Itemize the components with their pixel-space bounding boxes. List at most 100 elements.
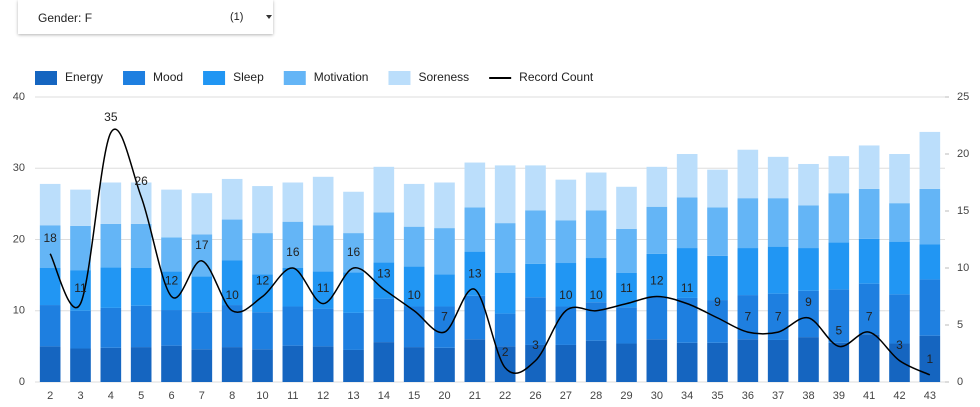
data-label: 11 — [317, 281, 330, 295]
bar-segment — [312, 176, 334, 226]
bar-segment — [767, 246, 789, 294]
bar-segment — [373, 166, 395, 213]
bar-segment — [767, 198, 789, 247]
bar-segment — [464, 295, 486, 340]
legend-label: Record Count — [519, 70, 594, 84]
bar-segment — [130, 305, 152, 348]
data-label: 11 — [74, 281, 87, 295]
bar-segment — [403, 226, 425, 267]
bar-segment — [525, 263, 546, 298]
bar-segment — [889, 294, 910, 344]
data-label: 18 — [43, 231, 57, 245]
bar-segment — [39, 268, 61, 306]
bar-segment — [737, 198, 759, 249]
bar-segment — [828, 289, 850, 343]
x-tick-label: 41 — [863, 390, 875, 402]
legend-swatch — [203, 71, 226, 85]
x-tick-label: 38 — [802, 390, 814, 402]
y-tick-label: 0 — [19, 376, 25, 388]
bar-segment — [676, 197, 698, 249]
bar-segment — [585, 340, 607, 382]
bar-segment — [343, 272, 364, 313]
bar-segment — [676, 342, 698, 382]
bar-segment — [100, 182, 122, 224]
x-tick-label: 12 — [317, 390, 329, 402]
x-tick-label: 6 — [168, 390, 174, 402]
data-label: 7 — [441, 309, 448, 323]
bar-segment — [555, 263, 577, 307]
data-label: 1 — [926, 352, 933, 366]
data-label: 17 — [195, 238, 209, 252]
bar-segment — [525, 165, 546, 211]
bar-segment — [494, 223, 516, 273]
data-label: 12 — [256, 274, 270, 288]
y2-tick-label: 20 — [957, 148, 969, 160]
bar-segment — [312, 346, 334, 382]
bar-segment — [161, 345, 182, 382]
bar-segment — [130, 223, 152, 268]
legend-swatch — [35, 71, 57, 85]
bar-segment — [130, 347, 152, 382]
bar-segment — [828, 242, 850, 290]
y2-tick-label: 5 — [957, 319, 963, 331]
bar-segment — [646, 253, 668, 297]
bar-segment — [282, 221, 304, 268]
legend-swatch — [283, 71, 306, 85]
bar-segment — [919, 244, 941, 280]
y-tick-label: 10 — [13, 305, 25, 317]
bar-segment — [555, 179, 577, 221]
bar-segment — [798, 248, 819, 291]
bar-segment — [343, 191, 364, 234]
bar-segment — [919, 279, 941, 336]
bar-segment — [434, 228, 455, 275]
bar-segment — [161, 271, 182, 311]
bar-segment — [343, 233, 364, 273]
x-tick-label: 7 — [199, 390, 205, 402]
x-tick-label: 4 — [108, 390, 114, 402]
bar-segment — [312, 225, 334, 272]
bar-segment — [221, 305, 243, 348]
bar-segment — [373, 298, 395, 343]
data-label: 2 — [502, 345, 509, 359]
x-tick-label: 35 — [711, 390, 723, 402]
bar-segment — [616, 307, 637, 344]
bar-segment — [70, 310, 91, 349]
bar-segment — [798, 290, 819, 338]
bar-segment — [464, 162, 486, 208]
x-tick-label: 8 — [229, 390, 235, 402]
data-label: 9 — [805, 295, 812, 309]
bar-segment — [858, 188, 880, 239]
bar-segment — [767, 293, 789, 340]
filter-control[interactable]: Gender: F (1) — [18, 0, 273, 34]
bar-segment — [252, 312, 273, 350]
bar-segment — [585, 258, 607, 303]
y2-tick-label: 15 — [957, 205, 969, 217]
x-tick-label: 13 — [347, 390, 359, 402]
x-tick-label: 22 — [499, 390, 511, 402]
bar-segment — [525, 297, 546, 345]
bar-segment — [889, 241, 910, 295]
x-tick-label: 37 — [772, 390, 784, 402]
data-label: 12 — [165, 274, 179, 288]
bar-segment — [494, 165, 516, 224]
bar-segment — [282, 182, 304, 222]
bar-segment — [403, 347, 425, 382]
bar-segment — [39, 346, 61, 382]
bar-segment — [737, 295, 759, 340]
bar-segment — [70, 348, 91, 382]
x-tick-label: 3 — [77, 390, 83, 402]
data-label: 9 — [714, 295, 721, 309]
bar-segment — [373, 212, 395, 263]
data-label: 3 — [532, 338, 539, 352]
bar-segment — [616, 343, 637, 382]
y-tick-label: 40 — [13, 91, 25, 103]
bar-segment — [100, 267, 122, 308]
bar-segment — [221, 347, 243, 382]
bar-segment — [434, 306, 455, 348]
bar-segment — [191, 349, 213, 382]
bar-segment — [191, 276, 213, 313]
legend-label: Soreness — [418, 70, 469, 84]
bar-segment — [585, 302, 607, 341]
x-tick-label: 20 — [438, 390, 450, 402]
bar-segment — [858, 238, 880, 284]
